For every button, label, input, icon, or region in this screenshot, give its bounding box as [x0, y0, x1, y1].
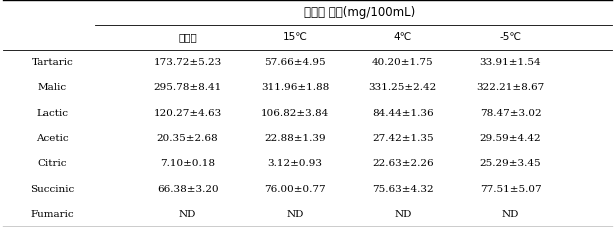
Text: 173.72±5.23: 173.72±5.23	[154, 58, 221, 67]
Text: ND: ND	[287, 210, 304, 219]
Text: 66.38±3.20: 66.38±3.20	[157, 185, 218, 194]
Text: 322.21±8.67: 322.21±8.67	[477, 83, 544, 92]
Text: 120.27±4.63: 120.27±4.63	[154, 109, 221, 118]
Text: 22.88±1.39: 22.88±1.39	[264, 134, 326, 143]
Text: 33.91±1.54: 33.91±1.54	[480, 58, 541, 67]
Text: 331.25±2.42: 331.25±2.42	[369, 83, 437, 92]
Text: ND: ND	[394, 210, 411, 219]
Text: Succinic: Succinic	[30, 185, 74, 194]
Text: 3.12±0.93: 3.12±0.93	[268, 159, 323, 168]
Text: ND: ND	[179, 210, 196, 219]
Text: 311.96±1.88: 311.96±1.88	[261, 83, 329, 92]
Text: 77.51±5.07: 77.51±5.07	[480, 185, 541, 194]
Text: Tartaric: Tartaric	[31, 58, 73, 67]
Text: 76.00±0.77: 76.00±0.77	[264, 185, 326, 194]
Text: 22.63±2.26: 22.63±2.26	[372, 159, 434, 168]
Text: 29.59±4.42: 29.59±4.42	[480, 134, 541, 143]
Text: 20.35±2.68: 20.35±2.68	[157, 134, 218, 143]
Text: Fumaric: Fumaric	[31, 210, 74, 219]
Text: Citric: Citric	[38, 159, 67, 168]
Text: 40.20±1.75: 40.20±1.75	[372, 58, 434, 67]
Text: 84.44±1.36: 84.44±1.36	[372, 109, 434, 118]
Text: 295.78±8.41: 295.78±8.41	[154, 83, 221, 92]
Text: Lactic: Lactic	[36, 109, 68, 118]
Text: 106.82±3.84: 106.82±3.84	[261, 109, 329, 118]
Text: ND: ND	[502, 210, 519, 219]
Text: 유기산 함량(mg/100mL): 유기산 함량(mg/100mL)	[304, 6, 415, 19]
Text: 78.47±3.02: 78.47±3.02	[480, 109, 541, 118]
Text: Acetic: Acetic	[36, 134, 69, 143]
Text: 무처리: 무처리	[178, 32, 197, 42]
Text: -5℃: -5℃	[499, 32, 522, 42]
Text: 4℃: 4℃	[394, 32, 412, 42]
Text: Malic: Malic	[38, 83, 67, 92]
Text: 7.10±0.18: 7.10±0.18	[160, 159, 215, 168]
Text: 75.63±4.32: 75.63±4.32	[372, 185, 434, 194]
Text: 27.42±1.35: 27.42±1.35	[372, 134, 434, 143]
Text: 25.29±3.45: 25.29±3.45	[480, 159, 541, 168]
Text: 57.66±4.95: 57.66±4.95	[264, 58, 326, 67]
Text: 15℃: 15℃	[283, 32, 308, 42]
